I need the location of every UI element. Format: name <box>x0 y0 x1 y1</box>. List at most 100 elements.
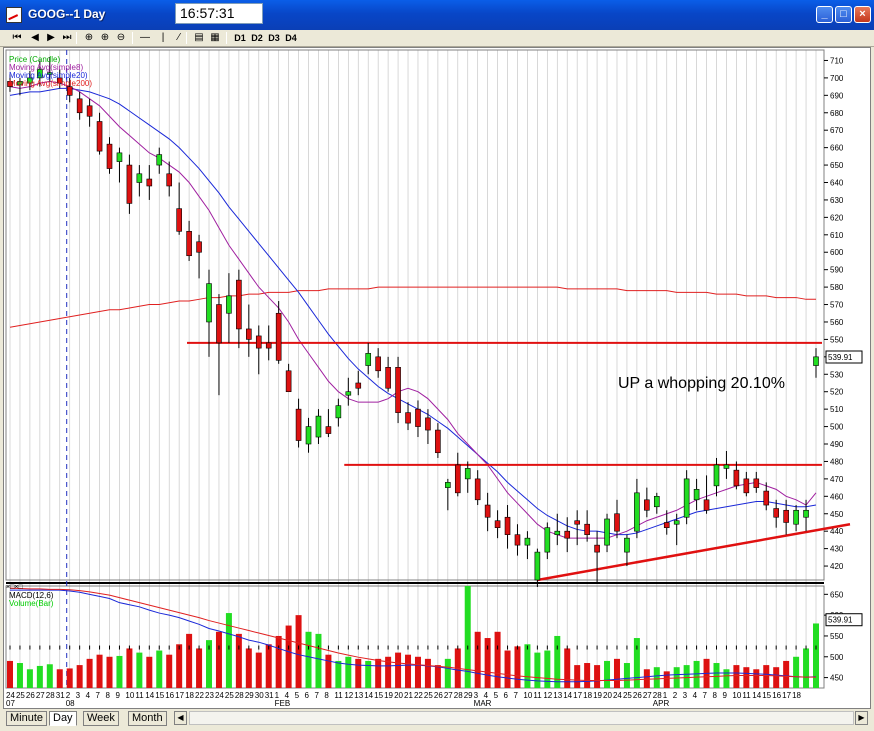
horizontal-scrollbar[interactable] <box>189 711 854 725</box>
candle-body <box>385 367 391 389</box>
candle-body <box>265 342 272 349</box>
macd-histogram-bar <box>49 645 51 650</box>
volume-bar <box>146 656 153 688</box>
volume-bar <box>56 669 63 688</box>
x-tick-label: 28 <box>653 691 662 700</box>
lower-last-box <box>825 613 863 627</box>
prev-button[interactable]: ◀ <box>31 32 39 43</box>
macd-histogram-bar <box>457 645 459 650</box>
title-bar[interactable]: GOOG--1 Day 16:57:31 _ □ × <box>0 0 874 30</box>
x-tick-label: 2 <box>673 691 678 700</box>
macd-histogram-bar <box>148 645 150 650</box>
macd-histogram-bar <box>158 645 160 650</box>
x-tick-label: 14 <box>752 691 761 700</box>
first-page-button[interactable]: ⏮ <box>12 32 22 43</box>
y-tick-label: 680 <box>830 109 844 118</box>
macd-histogram-bar <box>387 645 389 650</box>
y-tick-label: 510 <box>830 405 844 414</box>
x-tick-label: 21 <box>404 691 413 700</box>
horizontal-line-tool[interactable]: — <box>140 32 150 43</box>
tab-week[interactable]: Week <box>83 711 119 726</box>
macd-histogram-bar <box>258 645 260 650</box>
x-tick-label: 29 <box>245 691 254 700</box>
candle-body <box>216 304 222 344</box>
macd-histogram-bar <box>507 645 509 650</box>
zoom-icon[interactable]: ⊕ <box>84 32 94 43</box>
candle-body <box>653 496 660 508</box>
scroll-right-button[interactable]: ▶ <box>855 711 868 725</box>
candle-body <box>773 508 779 518</box>
x-tick-label: 10 <box>732 691 741 700</box>
play-button[interactable]: ▶ <box>47 32 55 43</box>
y-tick-label: 560 <box>830 318 844 327</box>
candle-body <box>66 86 73 96</box>
volume-bar <box>434 665 441 688</box>
chart-area[interactable]: 710 700 690 680 670 660 650 640 630 620 610 600 590 5… <box>3 47 871 709</box>
last-page-button[interactable]: ⏭ <box>62 32 72 43</box>
zoom-in-icon[interactable]: ⊕ <box>100 32 110 43</box>
close-button[interactable]: × <box>854 6 871 23</box>
macd-histogram-bar <box>288 645 290 650</box>
volume-bar <box>295 615 302 688</box>
x-tick-label: 7 <box>513 691 518 700</box>
macd-histogram-bar <box>656 645 658 650</box>
y-tick-label: 650 <box>830 161 844 170</box>
candle-body <box>37 68 43 79</box>
volume-bar <box>733 665 740 688</box>
y-tick-label: 610 <box>830 231 844 240</box>
period-4-button[interactable]: D4 <box>285 33 297 43</box>
candle-body <box>464 468 471 480</box>
macd-histogram-bar <box>487 645 489 650</box>
period-1-button[interactable]: D1 <box>234 33 246 43</box>
zoom-out-icon[interactable]: ⊖ <box>116 32 126 43</box>
tab-minute[interactable]: Minute <box>6 711 48 726</box>
x-tick-label: 28 <box>46 691 55 700</box>
macd-histogram-bar <box>526 645 528 650</box>
x-tick-label: 18 <box>792 691 801 700</box>
x-tick-label: 6 <box>504 691 509 700</box>
x-tick-label: 11 <box>334 691 343 700</box>
candle-body <box>644 499 650 511</box>
candle-body <box>295 408 302 441</box>
macd-histogram-bar <box>467 645 469 650</box>
macd-histogram-bar <box>407 645 409 650</box>
x-tick-label: 11 <box>135 691 144 700</box>
y-tick-label: 660 <box>830 144 844 153</box>
candle-body <box>534 551 541 581</box>
macd-histogram-bar <box>327 645 329 650</box>
last-price-box <box>825 350 863 364</box>
macd-histogram-bar <box>19 645 21 650</box>
x-tick-label: 26 <box>633 691 642 700</box>
x-tick-label: 17 <box>175 691 184 700</box>
ma8-line <box>9 80 817 539</box>
volume-bar <box>66 668 73 688</box>
candle-body <box>395 367 401 413</box>
period-3-button[interactable]: D3 <box>268 33 280 43</box>
volume-bar <box>156 650 163 688</box>
print-icon[interactable]: ▦ <box>210 32 220 43</box>
tab-day[interactable]: Day <box>49 711 77 726</box>
volume-bar <box>325 654 332 688</box>
x-tick-label: 27 <box>643 691 652 700</box>
macd-histogram-bar <box>268 645 270 650</box>
candle-body <box>574 520 580 525</box>
macd-histogram-bar <box>188 645 190 650</box>
x-tick-label: 14 <box>563 691 572 700</box>
trendline-tool[interactable]: ⁄ <box>178 32 180 43</box>
toolbar-separator <box>186 32 187 44</box>
candle-body <box>146 178 153 187</box>
maximize-button[interactable]: □ <box>835 6 852 23</box>
minimize-button[interactable]: _ <box>816 6 833 23</box>
macd-histogram-bar <box>178 645 180 650</box>
x-tick-label: 26 <box>434 691 443 700</box>
price-chart[interactable]: 7107006906806706606506406306206106005905… <box>4 48 870 708</box>
scroll-left-button[interactable]: ◀ <box>174 711 187 725</box>
x-tick-label: 11 <box>533 691 542 700</box>
candle-body <box>206 283 212 323</box>
vertical-line-tool[interactable]: | <box>161 32 165 43</box>
book-icon[interactable]: ▤ <box>194 32 204 43</box>
tab-month[interactable]: Month <box>128 711 167 726</box>
candle-body <box>693 489 700 501</box>
y-tick-label: 670 <box>830 126 844 135</box>
period-2-button[interactable]: D2 <box>251 33 263 43</box>
